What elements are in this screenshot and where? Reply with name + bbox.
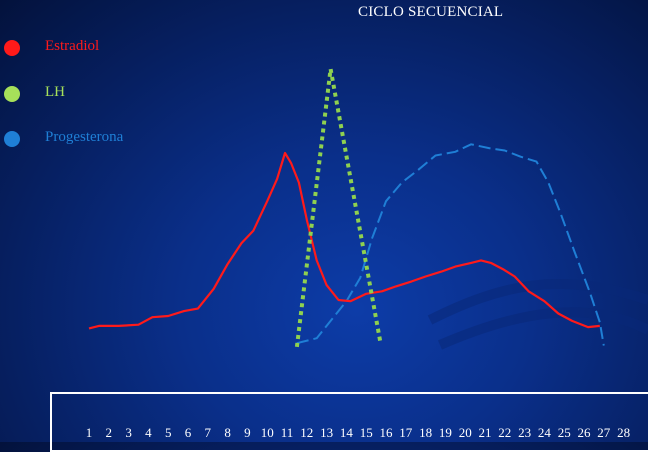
x-tick-label: 4	[145, 425, 152, 440]
x-tick-label: 2	[106, 425, 113, 440]
x-tick-label: 26	[578, 425, 592, 440]
x-tick-label: 6	[185, 425, 192, 440]
x-axis-box	[50, 392, 648, 452]
x-tick-label: 27	[597, 425, 611, 440]
x-tick-label: 8	[224, 425, 231, 440]
x-tick-label: 1	[86, 425, 93, 440]
chart-title: CICLO SECUENCIAL	[358, 4, 504, 20]
x-tick-label: 15	[360, 425, 373, 440]
legend-swatch-estradiol	[4, 40, 20, 56]
x-tick-label: 20	[459, 425, 472, 440]
background-wave	[427, 278, 648, 350]
x-tick-label: 17	[399, 425, 413, 440]
x-tick-label: 23	[518, 425, 531, 440]
x-tick-label: 10	[261, 425, 274, 440]
series-line-lh	[294, 67, 383, 348]
x-tick-label: 11	[281, 425, 294, 440]
series-line-progesterona	[296, 143, 605, 346]
legend-label-progesterona: Progesterona	[45, 129, 124, 145]
x-tick-label: 5	[165, 425, 172, 440]
x-tick-label: 24	[538, 425, 552, 440]
x-tick-label: 25	[558, 425, 571, 440]
x-tick-label: 16	[380, 425, 394, 440]
background-wave-path	[427, 278, 648, 350]
x-tick-label: 13	[320, 425, 333, 440]
x-tick-labels: 1 2 3 4 5 6 7 8 9 10 11 12 13 14 15 16 17 18 19 20 21 22 23 24 2…	[86, 425, 630, 440]
legend-label-estradiol: Estradiol	[45, 38, 100, 54]
x-tick-label: 12	[300, 425, 313, 440]
x-tick-label: 3	[125, 425, 132, 440]
x-tick-label: 28	[617, 425, 630, 440]
series-line-estradiol	[88, 151, 600, 330]
x-tick-label: 21	[479, 425, 492, 440]
x-tick-label: 22	[498, 425, 511, 440]
x-tick-label: 9	[244, 425, 251, 440]
chart-canvas: 1 2 3 4 5 6 7 8 9 10 11 12 13 14 15 16 17 18 19 20 21 22 23 24 2…	[86, 67, 648, 440]
x-tick-label: 7	[205, 425, 212, 440]
x-tick-label: 19	[439, 425, 452, 440]
legend-swatch-progesterona	[4, 131, 20, 147]
x-tick-label: 18	[419, 425, 432, 440]
x-tick-label: 14	[340, 425, 354, 440]
legend-label-lh: LH	[45, 84, 65, 100]
legend-swatch-lh	[4, 86, 20, 102]
series-layer	[88, 67, 605, 348]
